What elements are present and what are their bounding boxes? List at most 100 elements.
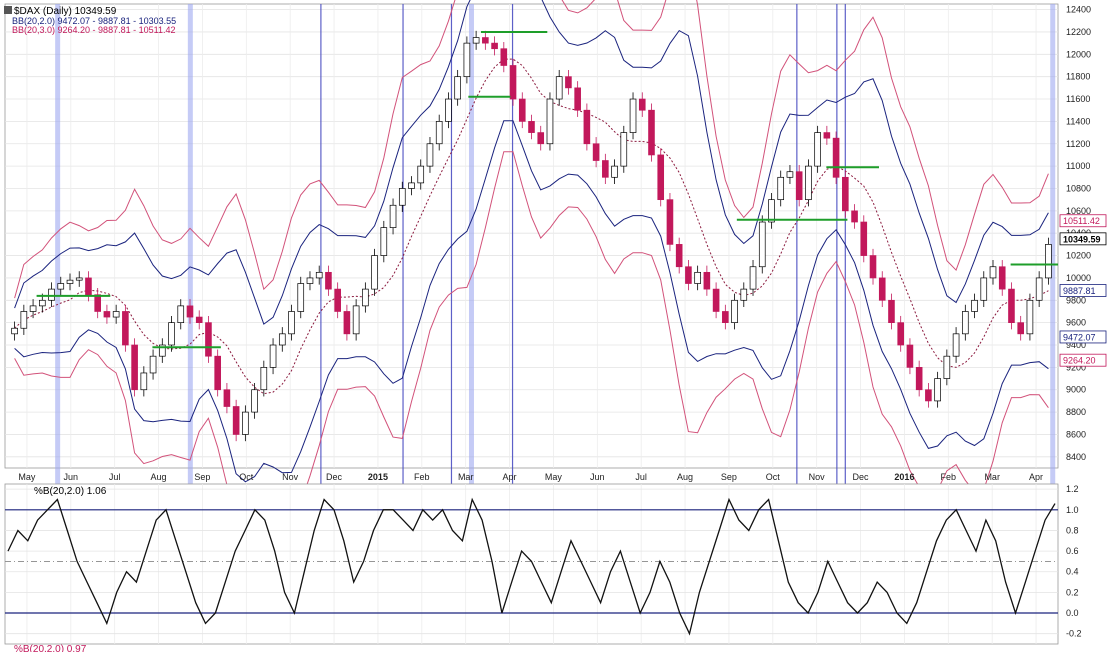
candle-body (592, 143, 600, 161)
x-tick-label: Nov (282, 472, 299, 482)
candle-body (980, 277, 988, 301)
y-tick-label: 12000 (1066, 49, 1091, 59)
highlight-band (187, 4, 193, 644)
main-panel-frame (4, 3, 1059, 469)
candle-body (334, 288, 341, 312)
candle-body (177, 305, 185, 324)
candle-body (149, 355, 157, 374)
candle-body (509, 65, 517, 100)
candle-body (758, 221, 766, 268)
candle-body (57, 283, 65, 290)
main-title: $DAX (Daily) 10349.59 (14, 6, 117, 17)
candle-body (168, 322, 175, 346)
candle-body (629, 98, 637, 133)
y-tick-label: 0.6 (1066, 546, 1079, 556)
y-tick-label: 11200 (1066, 139, 1090, 149)
candle-body (768, 199, 775, 223)
value-badge (1059, 353, 1107, 367)
highlight-bands (55, 4, 1056, 644)
candle-body (518, 98, 526, 122)
indicator-y-axis: -0.2 0.0 0.2 0.4 0.6 0.8 1.0 1.2 (1066, 484, 1082, 639)
x-tick-label: Jul (635, 472, 647, 482)
candle-body (288, 311, 295, 335)
candle-body (343, 311, 351, 335)
percent-b-line (7, 497, 1056, 636)
indicator-panel-grid (4, 483, 1059, 645)
candle-body (860, 221, 868, 256)
candle-body (454, 76, 461, 100)
candle-body (685, 266, 692, 284)
candle-body (417, 165, 425, 184)
candle-body (408, 182, 415, 189)
x-tick-label: Oct (766, 472, 781, 482)
y-tick-label: 11000 (1066, 161, 1090, 171)
y-tick-label: 12400 (1066, 5, 1091, 15)
y-tick-label: 11400 (1066, 116, 1090, 126)
candle-body (131, 344, 138, 391)
highlight-band (468, 4, 474, 644)
candle-body (722, 311, 729, 324)
candle-body (786, 171, 794, 178)
candle-body (29, 305, 37, 312)
highlight-band (450, 4, 453, 644)
highlight-band (402, 4, 404, 644)
candle-body (851, 210, 858, 223)
candle-body (251, 389, 258, 413)
candle-body (638, 98, 646, 111)
candle-body (398, 188, 406, 206)
candle-body (463, 42, 471, 78)
y-tick-label: 8800 (1066, 407, 1086, 417)
value-badge-label: 9472.07 (1063, 332, 1096, 342)
candle-body (195, 316, 203, 324)
chart-icon (4, 6, 12, 14)
candle-body (472, 37, 480, 44)
candle-body (888, 299, 895, 324)
value-badge-label: 10511.42 (1063, 216, 1100, 226)
candle-body (500, 48, 508, 66)
candle-body (675, 244, 683, 268)
candle-body (989, 266, 997, 279)
x-tick-label: Sep (194, 472, 210, 482)
candle-body (620, 132, 628, 167)
value-badge (1059, 214, 1107, 228)
candle-body (122, 311, 129, 346)
y-tick-label: 1.0 (1066, 505, 1079, 515)
indicator-legend: %B(20,2.0) 1.06 %B(20,2.0) 0.97 (14, 486, 107, 652)
x-tick-label: Jul (109, 472, 121, 482)
candle-body (352, 305, 360, 335)
candle-body (371, 255, 378, 290)
x-tick-label: Apr (1029, 472, 1043, 482)
value-badge (1059, 284, 1107, 297)
bb-middle (14, 58, 1049, 395)
candle-body (85, 277, 92, 296)
y-tick-label: 10000 (1066, 273, 1091, 283)
candle-body (537, 132, 545, 145)
value-badge-label: 9887.81 (1063, 286, 1096, 296)
candle-body (297, 283, 305, 312)
highlight-band (1050, 4, 1056, 644)
candle-body (712, 288, 720, 312)
candle-body (232, 406, 240, 435)
candle-body (962, 311, 969, 335)
y-tick-label: -0.2 (1066, 629, 1082, 639)
candle-body (20, 311, 28, 329)
candle-body (694, 271, 701, 284)
highlight-band (320, 4, 322, 644)
candle-body (731, 299, 738, 324)
candle-body (602, 160, 609, 178)
candle-body (186, 305, 194, 318)
candle-body (869, 255, 877, 279)
candle-body (11, 327, 18, 335)
highlight-band (55, 4, 61, 644)
candle-body (934, 378, 941, 402)
bollinger-bands (14, 0, 1049, 535)
candle-body (158, 344, 166, 357)
candle-body (925, 389, 932, 402)
candle-body (389, 204, 397, 228)
candle-body (1026, 299, 1034, 335)
candle-body (648, 109, 655, 156)
y-tick-label: 8400 (1066, 452, 1086, 462)
candle-body (48, 288, 55, 301)
y-tick-label: 8600 (1066, 429, 1086, 439)
